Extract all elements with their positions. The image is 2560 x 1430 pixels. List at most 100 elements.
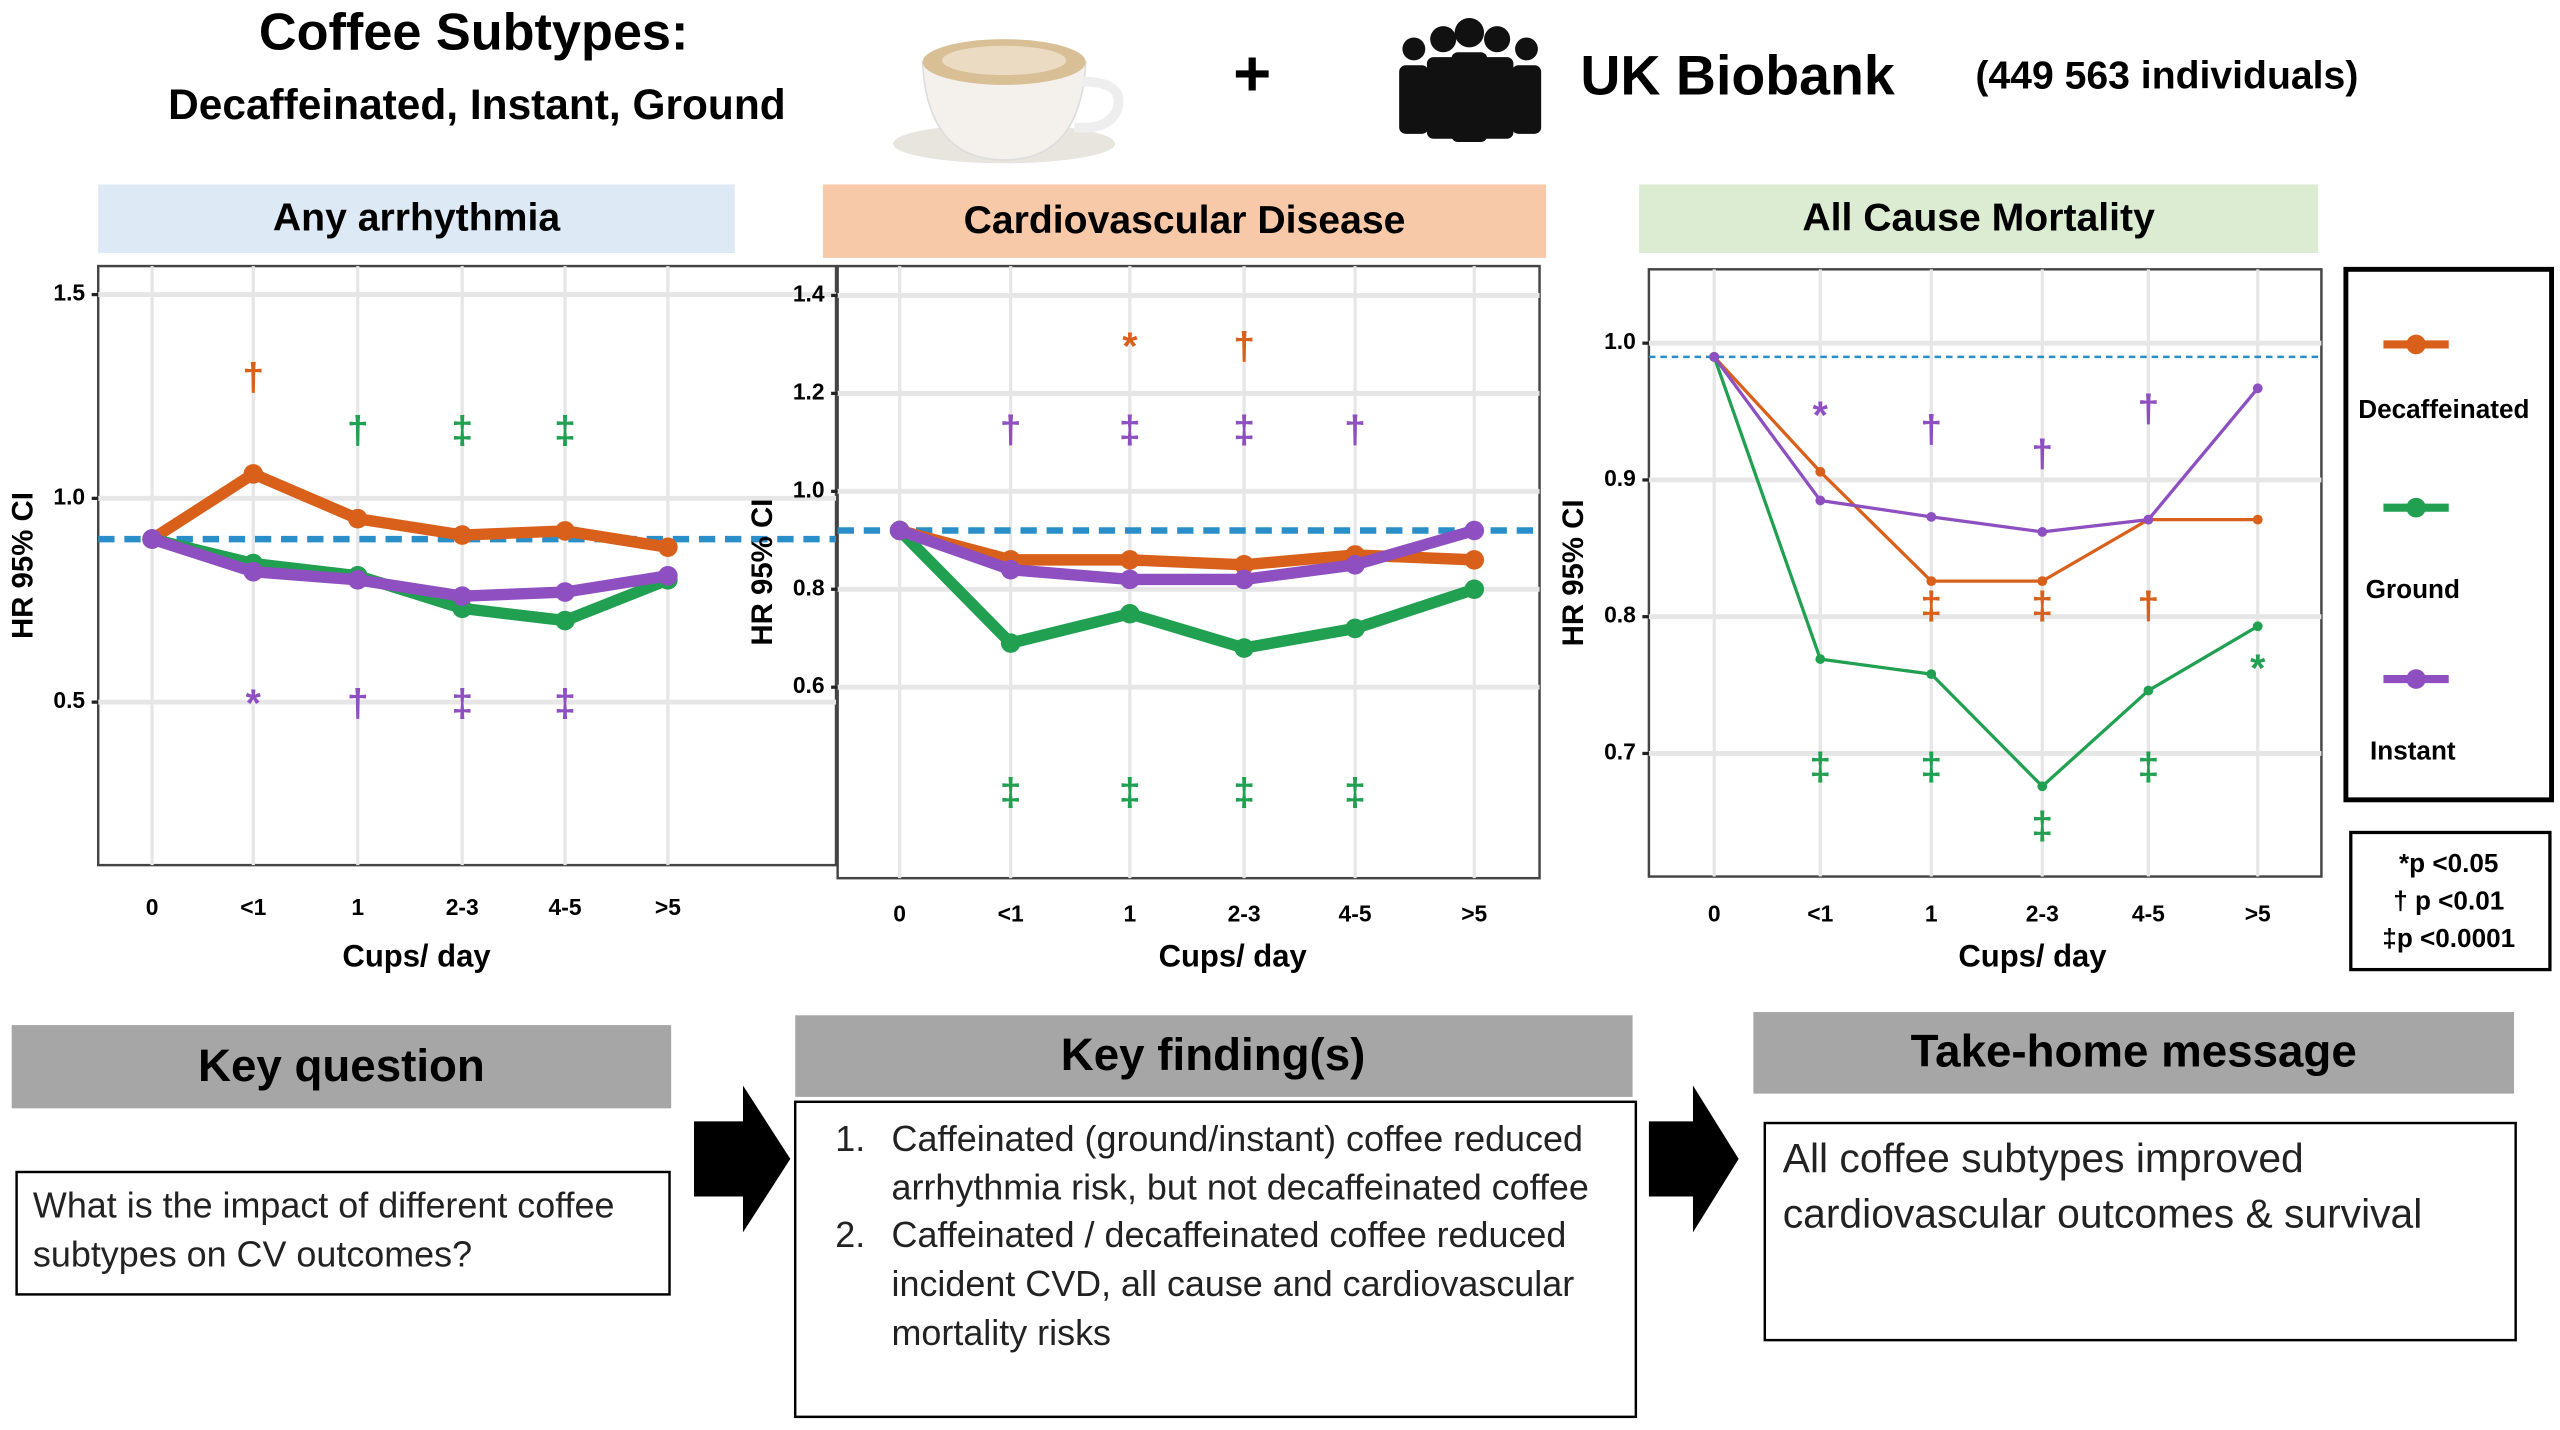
significance-marker: ‡ [1920, 746, 1942, 789]
take-home-box [1763, 1121, 2517, 1342]
series-line [1712, 355, 2260, 534]
key-findings-list: Caffeinated (ground/instant) coffee redu… [800, 1115, 1624, 1357]
data-point [2143, 514, 2154, 525]
significance-marker: ‡ [1233, 409, 1255, 452]
take-home-text-wrap: All coffee subtypes improved cardiovascu… [1782, 1136, 2423, 1237]
significance-marker: ‡ [1233, 771, 1255, 814]
chart-title: Any arrhythmia [273, 197, 561, 240]
x-tick-label: >5 [1461, 901, 1487, 927]
data-point [1000, 633, 1021, 653]
significance-marker: † [347, 683, 369, 726]
data-point [452, 586, 473, 606]
legend-box [2343, 266, 2555, 803]
chart-title: Cardiovascular Disease [964, 199, 1406, 242]
data-point [142, 529, 162, 549]
significance-marker: ‡ [2031, 805, 2053, 848]
significance-marker: ‡ [1344, 771, 1366, 814]
key-findings-bar [795, 1015, 1633, 1097]
significance-marker: ‡ [2137, 746, 2159, 789]
data-point [2037, 527, 2048, 537]
significance-marker: ‡ [1809, 746, 1831, 789]
data-point [1709, 351, 1720, 362]
legend-swatch-dot [2406, 669, 2426, 689]
significance-marker: ‡ [1119, 409, 1141, 452]
data-point [347, 508, 368, 529]
data-point [1926, 669, 1937, 680]
data-point [1345, 554, 1365, 575]
x-tick-label: 2-3 [446, 894, 479, 920]
chart-title: All Cause Mortality [1802, 197, 2155, 240]
key-question-text-wrap: What is the impact of different coffee s… [32, 1185, 615, 1275]
significance-key: † p <0.01 [2393, 886, 2504, 916]
key-question-box [15, 1170, 671, 1296]
significance-marker: ‡ [554, 409, 576, 452]
x-tick-label: 2-3 [1228, 901, 1261, 927]
header-subtitle: Decaffeinated, Instant, Ground [168, 81, 786, 128]
y-axis-label: HR 95% CI [746, 499, 779, 646]
data-point [1234, 569, 1254, 590]
data-point [1234, 554, 1254, 575]
data-point [347, 570, 368, 590]
data-point [1815, 654, 1826, 664]
significance-marker: † [2137, 585, 2159, 628]
chart-title-bar [822, 184, 1547, 258]
data-point [2252, 514, 2263, 525]
key-question-bar [11, 1025, 672, 1109]
cohort-name: UK Biobank [1580, 45, 1895, 107]
data-point [555, 582, 575, 602]
key-question-text: What is the impact of different coffee s… [32, 1185, 615, 1275]
x-axis-label: Cups/ day [1958, 938, 2107, 973]
chart-title-bar [98, 184, 735, 254]
data-point [1464, 579, 1485, 600]
significance-marker: ‡ [1920, 585, 1942, 628]
y-tick-label: 1.4 [793, 280, 825, 306]
y-tick-label: 0.8 [1604, 602, 1636, 628]
y-tick-label: 1.0 [793, 476, 825, 502]
significance-marker: ‡ [2031, 585, 2053, 628]
header-title: Coffee Subtypes: [259, 4, 688, 62]
legend: Decaffeinated Ground Instant [2358, 334, 2529, 765]
x-tick-label: 0 [146, 894, 159, 920]
x-tick-label: <1 [998, 901, 1024, 927]
data-point [1464, 550, 1485, 570]
significance-marker: * [2250, 648, 2266, 691]
y-tick-label: 1.0 [1604, 328, 1636, 354]
data-point [2037, 781, 2048, 792]
legend-swatch-dot [2406, 334, 2426, 355]
y-axis-label: HR 95% CI [1557, 499, 1590, 646]
significance-marker: † [347, 409, 369, 452]
data-point [1815, 495, 1826, 506]
data-point [452, 525, 473, 545]
data-point [243, 464, 264, 484]
significance-marker: † [1000, 409, 1022, 452]
y-tick-label: 0.5 [53, 687, 85, 713]
data-point [1234, 638, 1254, 658]
x-tick-label: <1 [1807, 901, 1833, 927]
significance-key: *p <0.05 [2399, 848, 2498, 878]
plus-sign: + [1233, 37, 1271, 110]
significance-marker: ‡ [554, 683, 576, 726]
x-tick-label: 4-5 [1339, 901, 1372, 927]
take-home-text: All coffee subtypes improved cardiovascu… [1782, 1136, 2423, 1237]
data-point [2037, 576, 2048, 587]
series-line [1712, 355, 2258, 583]
charts: Any arrhythmia 0.5 1.0 1.5 0 <1 1 2-3 4-5 >5 Cups/… [7, 184, 2323, 973]
x-tick-label: 1 [1925, 901, 1938, 927]
data-point [1815, 466, 1826, 477]
data-point [1926, 576, 1937, 587]
data-point [658, 565, 678, 586]
significance-marker: * [1813, 395, 1829, 438]
key-findings-box [793, 1100, 1638, 1419]
series-line [895, 526, 1477, 654]
legend-swatch-dot [2406, 497, 2426, 518]
data-point [555, 521, 575, 541]
y-tick-label: 1.5 [53, 280, 85, 306]
key-question-title: Key question [198, 1040, 485, 1091]
take-home-bar [1753, 1012, 2515, 1094]
significance-marker: † [1233, 326, 1255, 369]
key-finding: Caffeinated / decaffeinated coffee reduc… [875, 1212, 1624, 1357]
data-point [1120, 603, 1140, 624]
legend-label: Instant [2370, 735, 2456, 765]
